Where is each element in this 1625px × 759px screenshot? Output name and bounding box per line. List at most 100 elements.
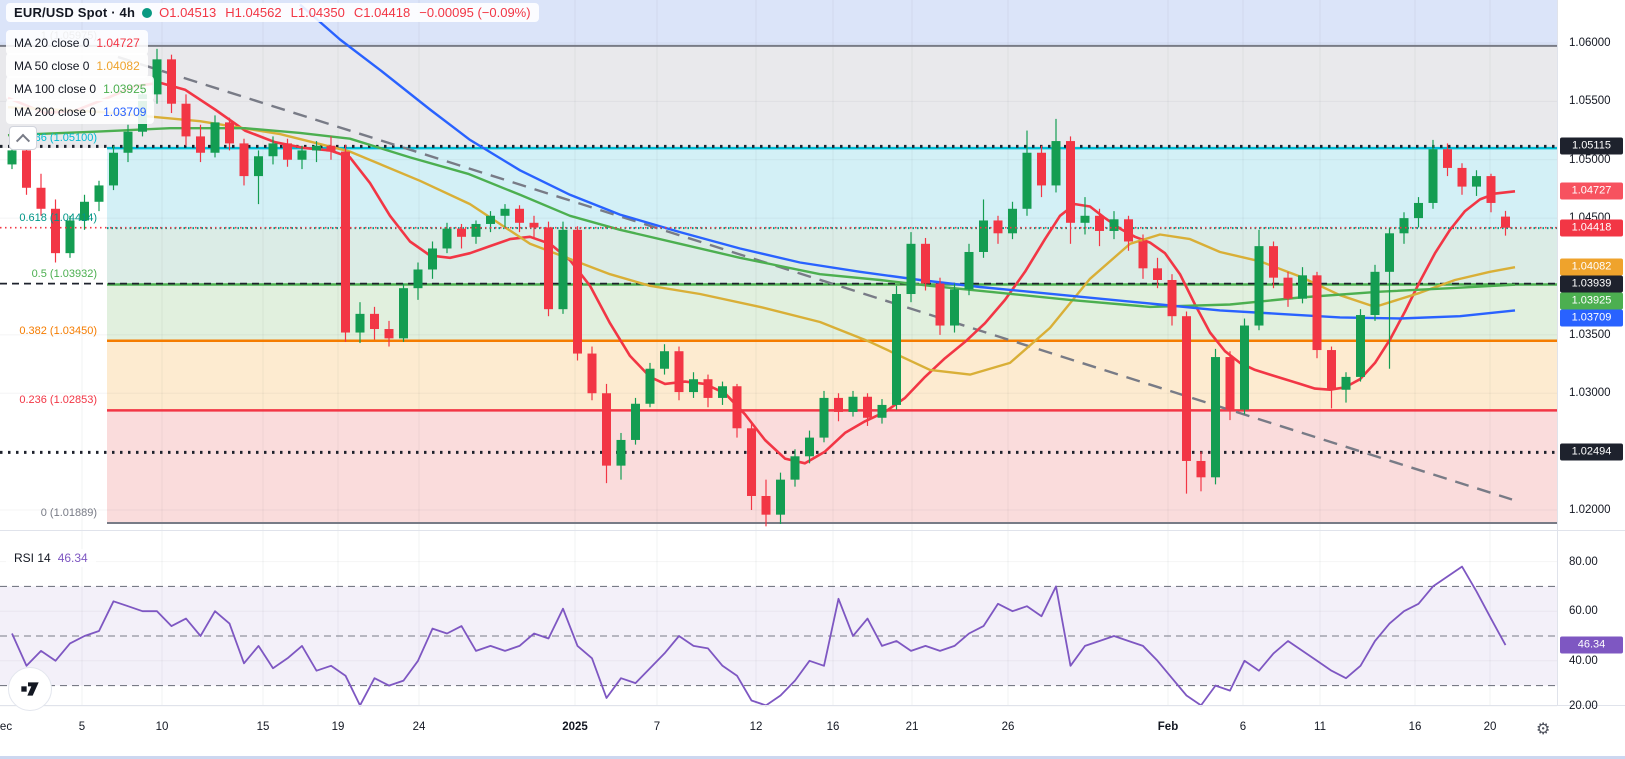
candle-body: [1341, 376, 1351, 390]
candle-body: [1283, 277, 1293, 299]
candle-body: [993, 220, 1003, 234]
candle-body: [1124, 219, 1133, 242]
tradingview-logo[interactable]: [8, 667, 52, 711]
legend-collapse-button[interactable]: [9, 126, 37, 150]
fib-band: [107, 284, 1557, 341]
candle-body: [181, 103, 191, 137]
ohlc-high: H1.04562: [225, 5, 282, 20]
candle-body: [399, 288, 408, 339]
candle-body: [689, 379, 698, 393]
candle-body: [602, 393, 611, 466]
candle-body: [500, 208, 510, 216]
candle-body: [283, 143, 292, 160]
candle-body: [312, 145, 321, 151]
candle-body: [1254, 246, 1264, 326]
candle-body: [964, 251, 974, 290]
candle-body: [544, 227, 553, 310]
candle-body: [123, 131, 133, 153]
candle-body: [718, 386, 727, 398]
candle-body: [1298, 275, 1307, 299]
ma-legend-row[interactable]: MA 200 close 0 1.03709: [6, 99, 155, 124]
symbol-title: EUR/USD Spot · 4h: [14, 5, 136, 20]
ma-legend-value: 1.04727: [96, 35, 140, 50]
candle-body: [1399, 218, 1409, 234]
candle-body: [196, 136, 205, 153]
chevron-up-icon: [15, 133, 31, 148]
candle-body: [65, 220, 75, 254]
candle-body: [1095, 215, 1104, 231]
candle-body: [573, 229, 582, 354]
candle-body: [834, 397, 843, 412]
candle-body: [1428, 149, 1438, 203]
candle-body: [94, 185, 104, 202]
candle-body: [587, 353, 597, 394]
candle-body: [747, 428, 756, 496]
candle-body: [761, 495, 771, 515]
symbol-legend-row[interactable]: EUR/USD Spot · 4h O1.04513 H1.04562 L1.0…: [6, 3, 539, 22]
ma-legend-row[interactable]: MA 100 close 0 1.03925: [6, 76, 155, 101]
candle-body: [877, 404, 887, 418]
market-status-icon: [142, 7, 153, 18]
candle-body: [80, 201, 89, 221]
candle-body: [210, 122, 220, 153]
candle-body: [558, 229, 568, 310]
candle-body: [1109, 219, 1119, 231]
candle-body: [297, 150, 307, 160]
candle-body: [225, 122, 234, 144]
candle-body: [863, 396, 872, 418]
trendline: [117, 55, 1513, 501]
ma-legend-row[interactable]: MA 50 close 0 1.04082: [6, 53, 148, 78]
ohlc-open: O1.04513: [159, 5, 217, 20]
candle-body: [1167, 280, 1177, 317]
rsi-legend-row[interactable]: RSI 14 46.34: [6, 549, 96, 567]
ma-legend-row[interactable]: MA 20 close 0 1.04727: [6, 30, 148, 55]
candle-body: [645, 368, 655, 404]
candle-body: [906, 243, 916, 295]
candle-body: [486, 215, 495, 224]
ohlc-low: L1.04350: [290, 5, 345, 20]
candle-body: [384, 329, 394, 339]
fib-band: [107, 410, 1557, 523]
ma100-line: [7, 126, 1516, 309]
candle-body: [1370, 271, 1380, 316]
candle-body: [892, 294, 901, 405]
candle-body: [950, 289, 959, 326]
rsi-label: RSI 14: [14, 551, 51, 565]
candle-body: [36, 187, 46, 209]
gear-icon[interactable]: ⚙: [1536, 721, 1551, 738]
candle-body: [1211, 357, 1220, 478]
candle-body: [1080, 215, 1090, 223]
candle-body: [732, 386, 742, 429]
candle-body: [776, 479, 785, 515]
candle-body: [1037, 152, 1046, 186]
candle-body: [1225, 357, 1235, 410]
tradingview-logo-glyph: [21, 682, 39, 696]
ma-legend-value: 1.04082: [96, 58, 140, 73]
rsi-line: [11, 565, 1507, 707]
candle-body: [660, 351, 669, 369]
candle-body: [109, 152, 118, 186]
candle-body: [471, 223, 481, 237]
candle-body: [22, 150, 31, 188]
candle-body: [1443, 149, 1452, 168]
ohlc-close: C1.04418: [353, 5, 411, 20]
candle-body: [1312, 275, 1322, 351]
candle-body: [326, 145, 336, 152]
candle-body: [152, 59, 162, 95]
candle-body: [848, 396, 858, 412]
candle-body: [515, 208, 524, 223]
candle-body: [1486, 176, 1496, 203]
candle-body: [442, 228, 452, 249]
ma50-line: [7, 106, 1516, 376]
candle-body: [254, 156, 263, 177]
candle-body: [1182, 316, 1191, 461]
candle-body: [1240, 325, 1249, 410]
candle-body: [1022, 152, 1032, 209]
candle-body: [7, 150, 17, 165]
candle-body: [1153, 268, 1162, 281]
candle-body: [631, 403, 640, 440]
candle-body: [1356, 315, 1365, 377]
candle-body: [935, 283, 945, 326]
candle-body: [457, 228, 466, 237]
